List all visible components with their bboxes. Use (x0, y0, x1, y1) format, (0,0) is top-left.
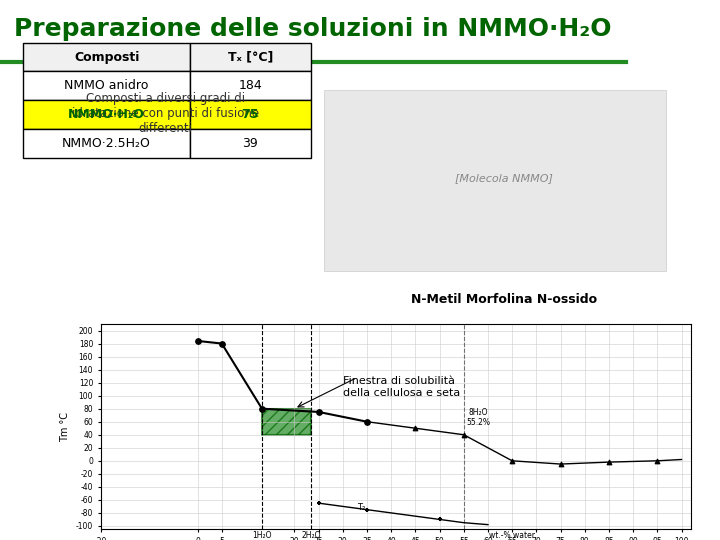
Text: Composti: Composti (74, 51, 139, 64)
Text: 184: 184 (238, 79, 262, 92)
FancyBboxPatch shape (190, 71, 311, 100)
Text: NMMO·H₂O: NMMO·H₂O (68, 108, 145, 121)
Point (256, 404, 268, 413)
Point (312, 408, 324, 416)
Text: wt.-% water: wt.-% water (489, 531, 535, 540)
Point (652, 456, 663, 465)
Point (603, 458, 615, 467)
Point (312, 499, 324, 508)
FancyBboxPatch shape (24, 100, 190, 129)
Point (361, 505, 373, 514)
Point (506, 456, 518, 465)
FancyBboxPatch shape (24, 71, 190, 100)
Text: Tₓ [°C]: Tₓ [°C] (228, 51, 273, 64)
Text: 8H₂O
55.2%: 8H₂O 55.2% (467, 408, 490, 427)
Text: T₂: T₂ (357, 503, 366, 512)
Point (458, 430, 469, 439)
Y-axis label: Tm °C: Tm °C (60, 411, 71, 442)
FancyBboxPatch shape (190, 43, 311, 71)
Text: NMMO·2.5H₂O: NMMO·2.5H₂O (62, 137, 151, 150)
Point (192, 336, 203, 345)
FancyBboxPatch shape (190, 100, 311, 129)
Text: N-Metil Morfolina N-ossido: N-Metil Morfolina N-ossido (411, 293, 597, 306)
Text: 75: 75 (241, 108, 259, 121)
Text: 2H₂O
23.5%: 2H₂O 23.5% (300, 531, 323, 540)
FancyBboxPatch shape (0, 0, 720, 65)
Text: Composti a diversi gradi di
idratazione con punti di fusione
differenti: Composti a diversi gradi di idratazione … (72, 92, 259, 135)
FancyBboxPatch shape (190, 129, 311, 158)
Text: 39: 39 (243, 137, 258, 150)
Text: 1H₂O
13.3%: 1H₂O 13.3% (250, 531, 274, 540)
Text: Finestra di solubilità
della cellulosa e seta: Finestra di solubilità della cellulosa e… (343, 376, 460, 398)
Text: [Molecola NMMO]: [Molecola NMMO] (455, 173, 553, 183)
FancyBboxPatch shape (24, 43, 190, 71)
Point (555, 460, 567, 468)
Point (410, 424, 421, 433)
Point (361, 417, 373, 426)
Point (433, 515, 445, 524)
Text: NMMO anidro: NMMO anidro (65, 79, 149, 92)
Text: Preparazione delle soluzioni in NMMO·H₂O: Preparazione delle soluzioni in NMMO·H₂O (14, 17, 612, 41)
FancyBboxPatch shape (324, 90, 666, 271)
Point (216, 339, 228, 348)
FancyBboxPatch shape (24, 129, 190, 158)
Bar (262, 409, 311, 435)
